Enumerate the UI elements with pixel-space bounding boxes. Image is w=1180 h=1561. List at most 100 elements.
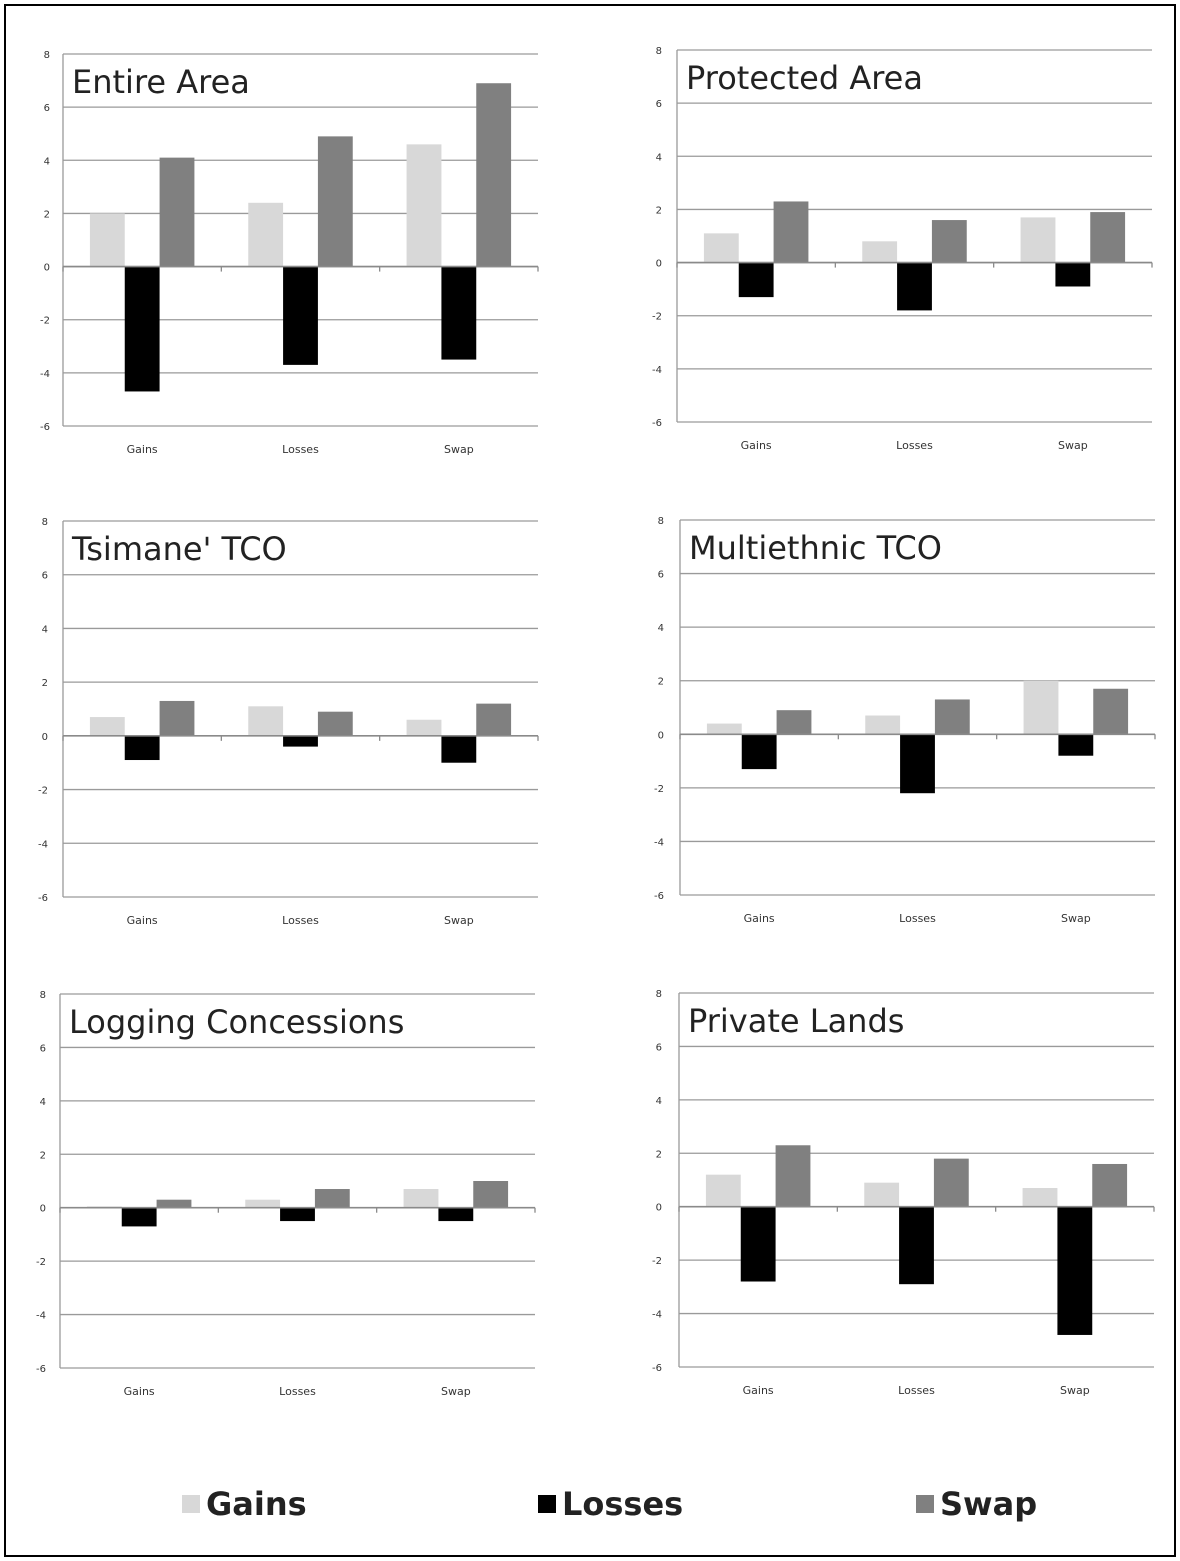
bar-losses-swap xyxy=(1058,734,1094,756)
bar-swap-swap xyxy=(1090,212,1126,263)
bar-swap-losses xyxy=(317,711,353,736)
bar-swap-gains xyxy=(776,710,812,735)
y-tick-label: -2 xyxy=(36,1257,46,1268)
bar-losses-swap xyxy=(441,266,477,360)
y-tick-label: -2 xyxy=(652,1256,662,1267)
y-tick-label: 6 xyxy=(656,1042,662,1053)
chart-title-background xyxy=(67,531,291,569)
bar-swap-losses xyxy=(934,699,970,735)
legend-item-swap: Swap xyxy=(916,1484,1037,1524)
y-tick-label: 4 xyxy=(44,156,50,167)
y-tick-label: -6 xyxy=(652,1363,662,1374)
x-tick-label: Gains xyxy=(127,914,158,927)
y-tick-label: -6 xyxy=(38,893,48,904)
legend-label-gains: Gains xyxy=(206,1485,307,1523)
bar-swap-losses xyxy=(314,1189,350,1208)
bar-losses-gains xyxy=(124,735,160,761)
y-tick-label: 4 xyxy=(656,152,662,163)
y-tick-label: 0 xyxy=(42,732,48,743)
y-tick-label: 8 xyxy=(42,517,48,528)
y-tick-label: 8 xyxy=(44,50,50,61)
x-tick-label: Swap xyxy=(441,1385,471,1398)
bar-losses-swap xyxy=(441,735,477,763)
bar-swap-losses xyxy=(931,220,967,263)
bar-swap-swap xyxy=(1092,1163,1128,1207)
bar-losses-gains xyxy=(124,266,160,392)
chart-title: Private Lands xyxy=(688,1002,904,1040)
chart-title: Logging Concessions xyxy=(69,1003,404,1041)
bar-gains-swap xyxy=(1023,680,1059,735)
bar-gains-losses xyxy=(248,706,284,736)
bar-losses-losses xyxy=(897,262,932,311)
y-tick-label: -2 xyxy=(652,312,662,323)
bar-losses-gains xyxy=(741,734,777,770)
y-tick-label: 4 xyxy=(42,624,48,635)
y-tick-label: -4 xyxy=(652,1310,662,1321)
bar-gains-losses xyxy=(248,202,284,267)
bar-gains-swap xyxy=(406,719,442,736)
chart-title-background xyxy=(64,1004,411,1042)
x-tick-label: Losses xyxy=(279,1385,316,1398)
bar-swap-swap xyxy=(476,703,512,736)
chart-panel-5: 8 6 4 2 0 -2 -4 -6 Gains Losses Swap Private Lands xyxy=(652,989,1155,1397)
bar-gains-gains xyxy=(706,723,742,735)
y-tick-label: 0 xyxy=(658,730,664,741)
figure-frame xyxy=(4,4,1176,1557)
y-tick-label: 0 xyxy=(656,259,662,270)
x-tick-label: Losses xyxy=(899,912,936,925)
bar-gains-gains xyxy=(705,1174,741,1207)
chart-title-background xyxy=(683,1003,925,1041)
bar-swap-swap xyxy=(1093,688,1129,735)
bar-gains-losses xyxy=(862,241,898,263)
y-tick-label: -4 xyxy=(652,365,662,376)
x-tick-label: Gains xyxy=(744,912,775,925)
bar-swap-gains xyxy=(775,1145,811,1207)
chart-panel-4: 8 6 4 2 0 -2 -4 -6 Gains Losses Swap Logging Conces… xyxy=(36,990,536,1398)
y-tick-label: 6 xyxy=(40,1043,46,1054)
y-tick-label: 0 xyxy=(40,1204,46,1215)
bar-swap-gains xyxy=(156,1199,192,1208)
y-tick-label: -4 xyxy=(36,1311,46,1322)
x-tick-label: Losses xyxy=(282,443,319,456)
x-tick-label: Losses xyxy=(896,439,933,452)
chart-panel-2: 8 6 4 2 0 -2 -4 -6 Gains Losses Swap Tsimane' TCO xyxy=(38,517,539,927)
x-tick-label: Losses xyxy=(282,914,319,927)
bar-losses-swap xyxy=(1055,262,1091,287)
bar-gains-gains xyxy=(89,213,125,267)
y-tick-label: -2 xyxy=(40,316,50,327)
bar-losses-losses xyxy=(900,734,935,794)
bar-losses-swap xyxy=(1057,1206,1093,1335)
x-tick-label: Gains xyxy=(127,443,158,456)
y-tick-label: 6 xyxy=(44,103,50,114)
x-tick-label: Gains xyxy=(741,439,772,452)
bar-losses-losses xyxy=(899,1206,934,1285)
bar-losses-swap xyxy=(438,1207,474,1222)
bar-gains-gains xyxy=(89,717,125,736)
y-tick-label: 2 xyxy=(40,1150,46,1161)
y-tick-label: 2 xyxy=(656,1149,662,1160)
bar-gains-swap xyxy=(1022,1188,1058,1207)
y-tick-label: 6 xyxy=(658,570,664,581)
bar-swap-swap xyxy=(473,1181,509,1208)
y-tick-label: 8 xyxy=(658,516,664,527)
bar-losses-losses xyxy=(280,1207,315,1222)
y-tick-label: -6 xyxy=(40,422,50,433)
y-tick-label: 0 xyxy=(656,1203,662,1214)
y-tick-label: 4 xyxy=(40,1097,46,1108)
bar-gains-swap xyxy=(1020,217,1056,263)
bar-swap-losses xyxy=(933,1158,969,1207)
y-tick-label: 8 xyxy=(40,990,46,1001)
legend-swatch-swap xyxy=(916,1495,934,1513)
chart-panel-3: 8 6 4 2 0 -2 -4 -6 Gains Losses Swap Multiethnic TC… xyxy=(654,516,1156,925)
legend-label-losses: Losses xyxy=(562,1485,684,1523)
bar-gains-gains xyxy=(703,233,739,263)
chart-title-background xyxy=(67,64,274,102)
chart-title-background xyxy=(681,60,940,98)
y-tick-label: 6 xyxy=(42,571,48,582)
y-tick-label: 8 xyxy=(656,46,662,57)
chart-panel-1: 8 6 4 2 0 -2 -4 -6 Gains Losses Swap Protected Area xyxy=(652,46,1153,452)
chart-title-background xyxy=(684,530,961,568)
x-tick-label: Swap xyxy=(444,443,474,456)
chart-panel-0: 8 6 4 2 0 -2 -4 -6 Gains Losses Swap Entire Area xyxy=(40,50,539,456)
chart-title: Multiethnic TCO xyxy=(689,529,942,567)
